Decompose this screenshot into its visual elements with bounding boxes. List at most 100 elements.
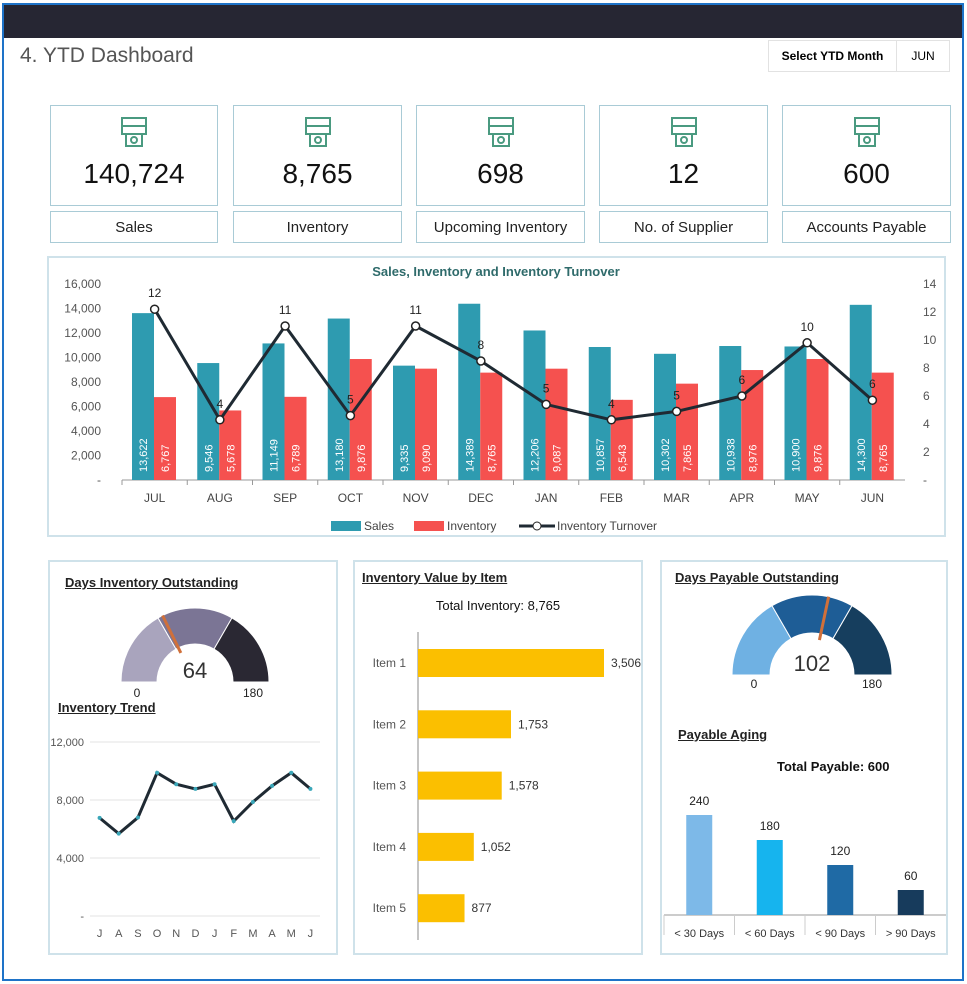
trend-point [193,786,198,791]
chart-title: Sales, Inventory and Inventory Turnover [372,264,620,279]
bar-data-label: 9,335 [399,444,411,472]
aging-value: 120 [830,844,850,858]
item-value: 3,506 [611,656,641,670]
turnover-label: 5 [673,388,680,402]
legend-swatch [414,521,444,531]
y2-tick: 6 [923,389,930,403]
bar-data-label: 9,087 [552,444,564,472]
item-value: 877 [472,901,492,915]
dio-panel: Days Inventory Outstanding 64 0 180 Invent… [48,560,338,955]
bar-data-label: 6,543 [617,444,629,472]
x-tick-label: FEB [600,491,623,505]
aging-category: < 90 Days [815,928,865,940]
aging-bar [756,840,783,915]
kpi-label: Accounts Payable [782,211,951,243]
trend-point [97,815,102,820]
gauge-value: 102 [794,651,831,676]
turnover-point [215,415,225,425]
y2-tick: 8 [923,361,930,375]
y-tick: 16,000 [64,277,101,291]
x-tick-label: N [172,928,180,940]
turnover-point [280,321,290,331]
kpi-label: Inventory [233,211,402,243]
bar-data-label: 10,900 [791,438,803,472]
page-title: 4. YTD Dashboard [20,44,194,67]
turnover-point [606,415,617,425]
gauge-needle [161,614,183,654]
sales-bar [849,304,872,480]
item-label: Item 2 [373,717,407,731]
payable-aging-title: Payable Aging [678,727,768,742]
kpi-value: 12 [667,158,700,189]
kpi-label: Upcoming Inventory [416,211,585,243]
y-tick: 14,000 [64,302,101,316]
inventory-bar [806,359,829,480]
bar-data-label: 8,976 [747,444,759,472]
item-bar [418,771,502,800]
trend-point [174,782,179,787]
trend-point [250,799,255,804]
item-value: 1,578 [509,779,539,793]
legend-label: Inventory [447,519,496,533]
item-value: 1,753 [518,717,548,731]
aging-bar [686,815,713,915]
aging-category: < 30 Days [674,928,724,940]
y2-tick: 14 [923,277,937,291]
inventory-bar [284,396,307,480]
total-inventory-label: Total Inventory: 8,765 [435,598,561,613]
gauge-max: 180 [243,686,263,700]
gauge-band [213,617,270,683]
y-tick: 10,000 [64,351,101,365]
aging-value: 240 [689,794,709,808]
bar-data-label: 11,149 [269,439,281,472]
x-tick-label: S [134,928,141,940]
ytd-month-selector[interactable]: Select YTD Month JUN [768,40,950,72]
item-bar [418,710,511,739]
item-label: Item 4 [373,840,407,854]
ytd-month-label: Select YTD Month [769,41,897,71]
bar-data-label: 13,622 [138,438,150,472]
bar-data-label: 9,090 [421,444,433,472]
bar-data-label: 12,206 [530,438,542,472]
dio-gauge: 64 0 180 [120,607,270,700]
x-tick-label: DEC [468,491,494,505]
ytd-month-value[interactable]: JUN [911,49,935,63]
kpi-label: Sales [50,211,218,243]
top-bar [4,5,962,38]
warehouse-shelf-icon [304,117,331,147]
y-tick: 2,000 [71,449,101,463]
gauge-needle [817,596,831,641]
legend-swatch [331,521,361,531]
bar-data-label: 5,678 [225,444,237,472]
x-tick-label: JAN [535,491,558,505]
x-tick-label: A [115,928,123,940]
turnover-point [867,395,878,405]
turnover-label: 4 [217,397,224,411]
turnover-point [541,399,551,410]
y-tick: 12,000 [64,326,101,340]
x-tick-label: NOV [403,491,429,505]
bar-data-label: 10,302 [660,438,672,472]
y-tick: - [97,473,101,487]
inventory-bar [154,397,176,480]
gauge-max: 180 [862,677,882,691]
legend-label: Inventory Turnover [557,519,657,533]
aging-category: < 60 Days [745,928,795,940]
x-tick-label: O [153,928,162,940]
trend-point [135,815,140,820]
kpi-value: 8,765 [282,158,353,189]
aging-value: 60 [904,869,918,883]
bar-data-label: 8,765 [486,444,498,472]
inventory-by-item-panel: Inventory Value by Item Total Inventory:… [353,560,643,955]
trend-point [308,786,313,791]
bar-data-label: 13,180 [334,438,346,472]
bar-data-label: 6,767 [160,444,172,472]
item-label: Item 5 [373,901,407,915]
x-tick-label: OCT [338,491,364,505]
y2-tick: 12 [923,305,937,319]
sales-bar [262,343,285,480]
turnover-point [149,304,160,314]
bar-data-label: 6,789 [291,444,303,472]
turnover-line [153,308,874,423]
turnover-label: 5 [543,381,550,395]
